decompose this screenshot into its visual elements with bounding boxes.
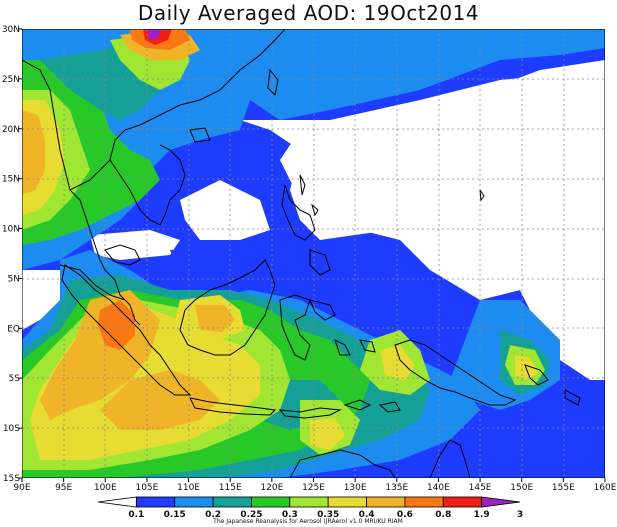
lon-tick-label: 130E xyxy=(344,483,367,493)
colorbar-swatch xyxy=(366,496,406,508)
lat-tick-label: 20N xyxy=(2,125,20,135)
map-title: Daily Averaged AOD: 19Oct2014 xyxy=(137,1,480,25)
aod-field xyxy=(22,29,605,478)
lon-tick-label: 160E xyxy=(594,483,617,493)
colorbar-swatch xyxy=(174,496,214,508)
lon-tick-label: 115E xyxy=(219,483,242,493)
colorbar-swatch xyxy=(212,496,252,508)
lat-tick-label: 5N xyxy=(8,274,20,284)
lon-tick-label: 120E xyxy=(260,483,283,493)
lon-tick-label: 145E xyxy=(469,483,492,493)
colorbar-swatch xyxy=(404,496,444,508)
lon-axis: 90E 95E 100E 105E 110E 115E 120E 125E 130E 135E 14… xyxy=(13,478,617,493)
colorbar-label: 0.1 xyxy=(128,510,144,520)
lon-tick-label: 135E xyxy=(385,483,408,493)
lon-tick-label: 150E xyxy=(510,483,533,493)
coastlines xyxy=(22,29,581,478)
lat-tick-label: 30N xyxy=(2,25,20,35)
lon-tick-label: 125E xyxy=(302,483,325,493)
lat-tick-label: 10N xyxy=(2,225,20,235)
colorbar: 0.1 0.15 0.2 0.25 0.3 0.35 0.4 0.6 0.8 1.9 3 xyxy=(97,496,523,520)
colorbar-label: 0.25 xyxy=(240,510,262,520)
colorbar-label: 0.8 xyxy=(435,510,451,520)
colorbar-swatch xyxy=(481,496,521,508)
lon-tick-label: 105E xyxy=(135,483,158,493)
lon-tick-label: 95E xyxy=(55,483,72,493)
lon-tick-label: 100E xyxy=(94,483,117,493)
colorbar-swatch xyxy=(135,496,176,508)
colorbar-swatch xyxy=(97,496,137,508)
lon-tick-label: 110E xyxy=(177,483,200,493)
lat-tick-label: EQ xyxy=(7,324,20,334)
colorbar-label: 3 xyxy=(517,510,523,520)
lat-tick-label: 10S xyxy=(3,424,20,434)
colorbar-swatch xyxy=(327,496,367,508)
lat-axis: 30N 25N 20N 15N 10N 5N EQ 5S 10S 15S xyxy=(2,25,22,484)
grid-lines xyxy=(22,29,605,478)
lat-tick-label: 5S xyxy=(9,374,21,384)
colorbar-swatch xyxy=(442,496,483,508)
lat-tick-label: 15N xyxy=(2,175,20,185)
colorbar-swatch xyxy=(289,496,329,508)
colorbar-label: 0.4 xyxy=(359,510,375,520)
lat-tick-label: 15S xyxy=(3,474,20,484)
lon-tick-label: 155E xyxy=(552,483,575,493)
lat-tick-label: 25N xyxy=(2,75,20,85)
colorbar-swatch xyxy=(251,496,291,508)
colorbar-label: 0.15 xyxy=(164,510,186,520)
colorbar-label: 0.6 xyxy=(397,510,413,520)
colorbar-label: 1.9 xyxy=(474,510,490,520)
credit-text: The Japanese Reanalysis for Aerosol (JRA… xyxy=(212,518,403,525)
colorbar-label: 0.35 xyxy=(317,510,339,520)
lon-tick-label: 140E xyxy=(427,483,450,493)
lon-tick-label: 90E xyxy=(13,483,30,493)
colorbar-label: 0.3 xyxy=(282,510,298,520)
colorbar-label: 0.2 xyxy=(205,510,221,520)
